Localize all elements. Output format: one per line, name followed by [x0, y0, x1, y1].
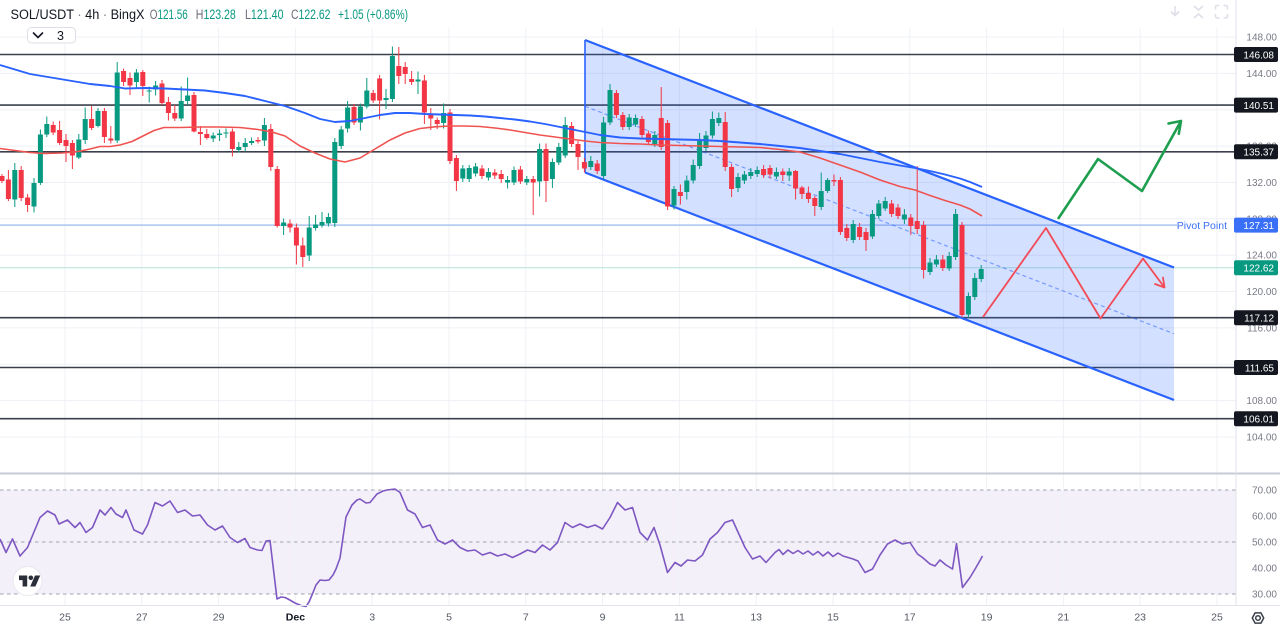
- svg-text:148.00: 148.00: [1246, 33, 1277, 44]
- svg-text:104.00: 104.00: [1246, 433, 1277, 444]
- svg-text:25: 25: [1211, 612, 1223, 624]
- svg-text:111.65: 111.65: [1245, 363, 1275, 374]
- svg-text:124.00: 124.00: [1246, 251, 1277, 262]
- svg-text:19: 19: [981, 612, 993, 624]
- svg-text:C122.62: C122.62: [291, 7, 331, 22]
- svg-text:120.00: 120.00: [1246, 287, 1277, 298]
- svg-text:117.12: 117.12: [1244, 314, 1274, 325]
- svg-text:70.00: 70.00: [1252, 486, 1277, 497]
- svg-text:27: 27: [136, 612, 148, 624]
- svg-text:15: 15: [827, 612, 839, 624]
- svg-text:25: 25: [59, 612, 71, 624]
- svg-text:O121.56: O121.56: [150, 7, 188, 22]
- svg-text:144.00: 144.00: [1246, 69, 1277, 80]
- svg-text:116.00: 116.00: [1247, 323, 1277, 334]
- svg-text:23: 23: [1134, 612, 1146, 624]
- svg-text:29: 29: [213, 612, 225, 624]
- svg-text:Pivot Point: Pivot Point: [1177, 220, 1227, 232]
- svg-text:50.00: 50.00: [1252, 538, 1277, 549]
- svg-text:60.00: 60.00: [1252, 512, 1277, 523]
- svg-text:SOL/USDT · 4h · BingX: SOL/USDT · 4h · BingX: [11, 7, 145, 22]
- svg-text:H123.28: H123.28: [196, 7, 236, 22]
- svg-text:132.00: 132.00: [1246, 178, 1277, 189]
- svg-text:122.62: 122.62: [1243, 264, 1274, 275]
- svg-text:5: 5: [446, 612, 452, 624]
- svg-text:40.00: 40.00: [1252, 564, 1277, 575]
- svg-text:106.01: 106.01: [1243, 415, 1274, 426]
- svg-text:3: 3: [57, 29, 64, 43]
- svg-text:17: 17: [904, 612, 916, 624]
- svg-text:7: 7: [523, 612, 529, 624]
- svg-text:9: 9: [600, 612, 606, 624]
- svg-text:L121.40: L121.40: [245, 7, 284, 22]
- svg-text:30.00: 30.00: [1252, 590, 1277, 601]
- svg-text:13: 13: [750, 612, 762, 624]
- svg-text:Dec: Dec: [286, 612, 305, 624]
- svg-text:146.08: 146.08: [1243, 50, 1274, 61]
- svg-text:127.31: 127.31: [1243, 221, 1274, 232]
- svg-text:3: 3: [369, 612, 375, 624]
- svg-text:135.37: 135.37: [1243, 148, 1274, 159]
- svg-text:21: 21: [1058, 612, 1070, 624]
- svg-text:108.00: 108.00: [1246, 396, 1277, 407]
- svg-text:11: 11: [674, 612, 685, 624]
- svg-text:+1.05 (+0.86%): +1.05 (+0.86%): [338, 7, 408, 22]
- svg-text:140.51: 140.51: [1243, 101, 1274, 112]
